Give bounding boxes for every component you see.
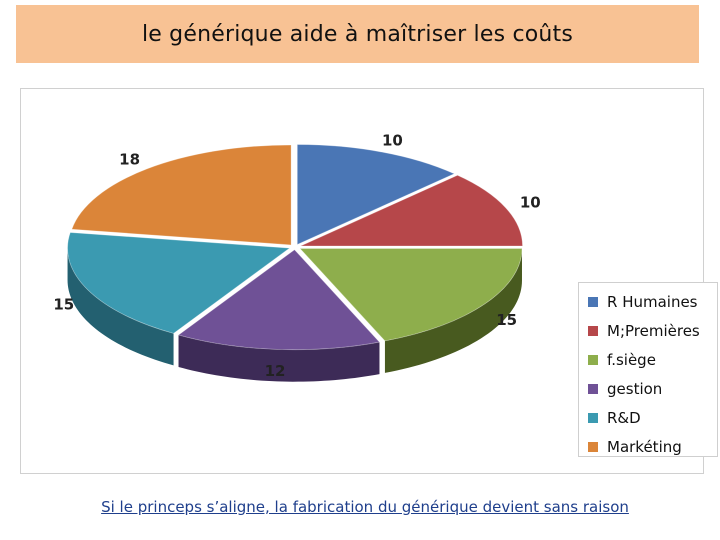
pie-slice-r-humaines: [296, 144, 456, 246]
legend-item-f-siege: f.siège: [588, 345, 717, 374]
legend-item-m-premieres: M;Premières: [588, 316, 717, 345]
slide-title: le générique aide à maîtriser les coûts: [141, 21, 574, 47]
data-label-gestion: 12: [265, 362, 286, 380]
legend-label: R Humaines: [607, 292, 698, 311]
legend-item-r-d: R&D: [588, 403, 717, 432]
legend-item-r-humaines: R Humaines: [588, 287, 717, 316]
legend-item-marketing: Markéting: [588, 432, 717, 461]
legend-swatch: [588, 383, 598, 394]
footer-link[interactable]: Si le princeps s’aligne, la fabrication …: [101, 498, 629, 516]
legend-swatch: [588, 441, 598, 452]
legend-label: Markéting: [607, 437, 682, 456]
title-band: le générique aide à maîtriser les coûts: [16, 5, 699, 63]
pie-slice-r-d: [67, 232, 291, 334]
pie-slice-side-f-siege: [384, 248, 522, 373]
pie-slice-m-premieres: [300, 174, 523, 247]
legend-label: f.siège: [607, 350, 656, 369]
pie-slice-f-siege: [299, 248, 523, 342]
pie-slice-marketing: [71, 144, 292, 246]
data-label-r-d: 15: [53, 296, 74, 314]
pie-slice-side-gestion: [178, 334, 380, 382]
pie-chart: 10 10 15 12 15 18: [53, 132, 541, 382]
data-label-marketing: 18: [119, 150, 140, 168]
legend-item-gestion: gestion: [588, 374, 717, 403]
pie-slice-side-r-d: [67, 248, 174, 366]
legend-swatch: [588, 296, 598, 307]
data-label-m-premieres: 10: [520, 194, 541, 212]
chart-legend: R Humaines M;Premières f.siège gestion R&D Ma…: [578, 282, 718, 457]
legend-label: gestion: [607, 379, 663, 398]
legend-label: M;Premières: [607, 321, 700, 340]
data-label-f-siege: 15: [496, 311, 517, 329]
legend-swatch: [588, 325, 598, 336]
pie-slice-gestion: [177, 249, 381, 351]
legend-swatch: [588, 354, 598, 365]
chart-frame: 10 10 15 12 15 18 R Humaines M;Premières f.sièg…: [20, 88, 718, 474]
data-label-r-humaines: 10: [382, 132, 403, 150]
legend-swatch: [588, 412, 598, 423]
legend-label: R&D: [607, 408, 641, 427]
